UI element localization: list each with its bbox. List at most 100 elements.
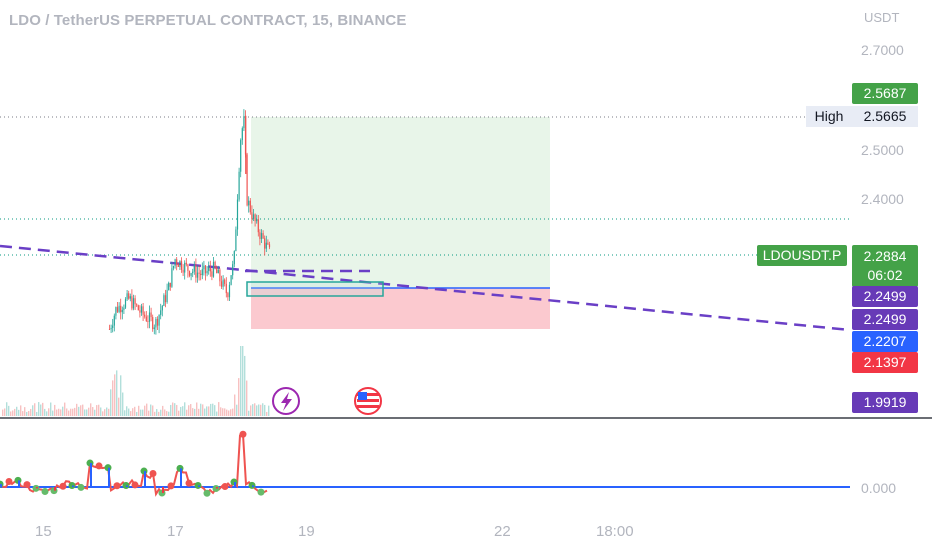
volume-bar xyxy=(84,409,86,416)
volume-bar xyxy=(146,403,148,416)
volume-bar xyxy=(118,397,120,416)
entry-box xyxy=(246,281,384,297)
volume-bar xyxy=(192,408,194,416)
volume-bar xyxy=(26,411,28,416)
low-mark-tag: 1.9919 xyxy=(852,392,918,413)
candle-body xyxy=(248,200,250,206)
volume-bar xyxy=(58,408,60,416)
volume-bar xyxy=(204,408,206,416)
volume-bar xyxy=(170,404,172,416)
volume-bar xyxy=(64,402,66,416)
volume-bar xyxy=(238,378,240,416)
candle-body xyxy=(232,264,234,276)
oscillator-dot xyxy=(257,488,265,496)
candle-body xyxy=(233,251,235,265)
candle-body xyxy=(156,318,159,326)
candle-body xyxy=(150,312,152,318)
volume-bar xyxy=(150,404,152,416)
candle-body xyxy=(208,267,210,271)
oscillator-histogram-bar xyxy=(126,485,128,487)
candle-body xyxy=(185,262,187,265)
oscillator-histogram-bar xyxy=(18,480,20,487)
volume-series xyxy=(2,346,270,416)
candle-body xyxy=(182,269,184,273)
candle-body xyxy=(126,293,128,300)
candle-body xyxy=(192,271,194,274)
volume-bar xyxy=(120,375,122,416)
high-label: High xyxy=(806,106,852,127)
volume-bar xyxy=(196,402,198,416)
volume-bar xyxy=(36,411,38,416)
volume-bar xyxy=(106,407,108,416)
candle-body xyxy=(137,305,139,311)
candle-body xyxy=(115,307,117,316)
price-tick: 2.7000 xyxy=(861,42,904,58)
volume-bar xyxy=(14,408,16,416)
indicator-zero-tick: 0.000 xyxy=(861,480,896,496)
candle-body xyxy=(153,327,155,330)
stop-price-tag: 2.1397 xyxy=(852,352,918,373)
volume-bar xyxy=(254,403,256,416)
us-flag-event-icon[interactable] xyxy=(354,387,382,415)
volume-bar xyxy=(180,406,182,416)
volume-bar xyxy=(8,405,10,416)
volume-bar xyxy=(30,408,32,416)
volume-bar xyxy=(256,405,258,416)
oscillator-dot xyxy=(221,483,229,491)
candle-countdown: 06:02 xyxy=(867,267,903,283)
volume-bar xyxy=(104,409,106,416)
volume-bar xyxy=(116,370,118,416)
oscillator-dot xyxy=(41,487,49,495)
volume-bar xyxy=(108,408,110,416)
volume-bar xyxy=(122,392,124,416)
oscillator-histogram-bar xyxy=(216,487,218,489)
candle-body xyxy=(188,270,191,276)
lightning-event-icon[interactable] xyxy=(272,387,300,415)
oscillator-histogram-bar xyxy=(252,485,254,487)
volume-bar xyxy=(96,405,98,416)
volume-bar xyxy=(54,404,56,416)
volume-bar xyxy=(132,408,134,416)
volume-bar xyxy=(98,404,100,416)
volume-bar xyxy=(178,410,180,416)
oscillator-dot xyxy=(5,477,13,485)
volume-bar xyxy=(46,411,48,416)
symbol-tag: LDOUSDT.P xyxy=(757,245,847,266)
candle-body xyxy=(161,305,163,311)
candle-body xyxy=(267,242,269,245)
volume-bar xyxy=(138,405,140,416)
volume-bar xyxy=(174,403,176,416)
candle-body xyxy=(121,309,123,313)
volume-bar xyxy=(52,410,54,416)
candle-body xyxy=(110,327,112,330)
volume-bar xyxy=(40,404,42,416)
candle-body xyxy=(209,267,211,272)
candle-body xyxy=(184,262,186,273)
candle-body xyxy=(124,299,127,308)
volume-bar xyxy=(160,409,162,416)
volume-bar xyxy=(68,410,70,416)
volume-bar xyxy=(136,411,138,416)
volume-bar xyxy=(100,407,102,416)
volume-bar xyxy=(110,389,112,416)
volume-bar xyxy=(210,403,212,416)
candle-body xyxy=(134,298,136,305)
candle-body xyxy=(254,214,256,222)
trendline xyxy=(0,244,851,332)
volume-bar xyxy=(200,403,202,416)
volume-bar xyxy=(50,402,52,416)
oscillator-dot xyxy=(149,469,157,477)
candle-body xyxy=(195,265,197,278)
candle-body xyxy=(152,317,154,330)
candle-body xyxy=(198,272,200,274)
volume-bar xyxy=(268,405,270,416)
candle-body xyxy=(246,154,248,206)
volume-bar xyxy=(216,411,218,416)
volume-bar xyxy=(74,407,76,416)
volume-bar xyxy=(78,406,80,416)
oscillator-histogram-bar xyxy=(90,463,92,487)
volume-bar xyxy=(214,405,216,416)
candle-body xyxy=(212,261,215,277)
candle-body xyxy=(131,296,133,309)
